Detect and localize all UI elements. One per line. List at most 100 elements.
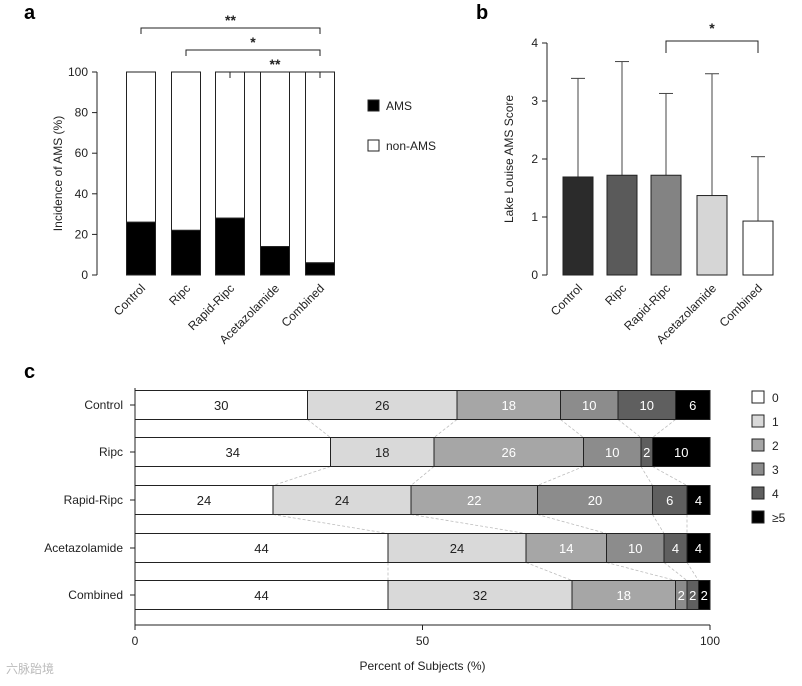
c-segment-label: 2 bbox=[678, 588, 685, 603]
c-connector-line bbox=[433, 419, 458, 438]
c-segment-label: 4 bbox=[695, 493, 702, 508]
a-bar-non-ams-ripc bbox=[171, 71, 201, 231]
c-segment-acetazolamide-2 bbox=[525, 533, 607, 563]
c-legend-swatch-0 bbox=[751, 390, 765, 404]
c-connector-line bbox=[617, 419, 642, 438]
a-y-tick-label: 100 bbox=[68, 65, 88, 79]
a-y-tick-label: 60 bbox=[75, 146, 89, 160]
c-segment-label: 26 bbox=[375, 398, 389, 413]
c-segment-acetazolamide-3 bbox=[606, 533, 665, 563]
a-legend-label-ams: AMS bbox=[386, 99, 412, 113]
b-y-tick-label: 2 bbox=[531, 152, 538, 166]
c-segment-rapid-ripc-2 bbox=[410, 485, 538, 515]
c-segment-label: 34 bbox=[226, 445, 240, 460]
panel-a-chart: 0 20 40 60 80 100 Incidence of AMS (%) Control R… bbox=[51, 12, 436, 347]
a-y-tick-label: 20 bbox=[75, 227, 89, 241]
c-segment-label: 4 bbox=[695, 541, 702, 556]
a-significance-bracket bbox=[229, 71, 321, 78]
b-x-tick-label: Ripc bbox=[602, 281, 629, 308]
b-y-tick-label: 3 bbox=[531, 94, 538, 108]
a-y-tick-label: 40 bbox=[75, 187, 89, 201]
c-legend-swatch-3 bbox=[751, 462, 765, 476]
c-segment-label: 20 bbox=[588, 493, 602, 508]
c-segment-ripc-5 bbox=[652, 437, 711, 467]
c-segment-combined-5 bbox=[698, 580, 711, 610]
c-segment-rapid-ripc-0 bbox=[134, 485, 274, 515]
c-segment-label: 24 bbox=[335, 493, 349, 508]
b-bar-ripc bbox=[606, 174, 638, 276]
c-connector-line bbox=[606, 562, 676, 581]
c-segment-ripc-2 bbox=[433, 437, 584, 467]
b-y-axis-label: Lake Louise AMS Score bbox=[502, 95, 516, 223]
c-segment-label: 4 bbox=[672, 541, 679, 556]
a-bar-non-ams-acetazolamide bbox=[260, 71, 290, 248]
c-segment-label: 10 bbox=[628, 541, 642, 556]
c-y-tick-label: Control bbox=[84, 398, 123, 412]
c-connector-line bbox=[525, 562, 573, 581]
a-bar-non-ams-combined bbox=[305, 71, 335, 264]
a-bar-ams-rapid-ripc bbox=[215, 217, 245, 276]
c-segment-acetazolamide-5 bbox=[686, 533, 711, 563]
c-x-tick-label: 50 bbox=[416, 634, 430, 648]
panel-c-label: c bbox=[24, 361, 35, 383]
c-segment-ripc-3 bbox=[583, 437, 642, 467]
c-segment-combined-1 bbox=[387, 580, 573, 610]
c-connector-line bbox=[272, 514, 389, 534]
c-segment-label: 30 bbox=[214, 398, 228, 413]
c-segment-label: 10 bbox=[640, 398, 654, 413]
c-segment-label: 26 bbox=[502, 445, 516, 460]
c-legend-label-3: 3 bbox=[772, 463, 779, 477]
c-legend-label-1: 1 bbox=[772, 415, 779, 429]
a-bar-ams-control bbox=[126, 221, 156, 276]
c-legend-swatch-5 bbox=[751, 510, 765, 524]
b-y-tick-label: 0 bbox=[531, 268, 538, 282]
panel-b-label: b bbox=[476, 2, 488, 24]
c-connector-line bbox=[307, 419, 331, 438]
c-segment-label: 22 bbox=[467, 493, 481, 508]
c-segment-label: 32 bbox=[473, 588, 487, 603]
c-legend-label-4: 4 bbox=[772, 487, 779, 501]
panel-a-label: a bbox=[24, 2, 36, 24]
c-segment-control-3 bbox=[560, 390, 619, 420]
a-bar-ams-combined bbox=[305, 262, 335, 276]
c-y-tick-label: Combined bbox=[68, 588, 123, 602]
b-significance-label: * bbox=[709, 20, 715, 36]
c-segment-label: 18 bbox=[617, 588, 631, 603]
c-y-tick-label: Rapid-Ripc bbox=[64, 493, 123, 507]
b-bar-rapid-ripc bbox=[650, 174, 682, 276]
a-x-tick-label: Ripc bbox=[166, 281, 193, 308]
c-y-tick-label: Acetazolamide bbox=[44, 541, 123, 555]
c-segment-rapid-ripc-1 bbox=[272, 485, 412, 515]
c-legend-swatch-1 bbox=[751, 414, 765, 428]
a-significance-bracket bbox=[185, 49, 321, 56]
c-segment-control-1 bbox=[307, 390, 458, 420]
b-y-tick-label: 1 bbox=[531, 210, 538, 224]
c-connector-line bbox=[537, 466, 584, 486]
c-segment-label: 2 bbox=[701, 588, 708, 603]
c-legend-swatch-4 bbox=[751, 486, 765, 500]
c-x-tick-label: 0 bbox=[132, 634, 139, 648]
a-legend-label-non-ams: non-AMS bbox=[386, 139, 436, 153]
b-bar-combined bbox=[742, 220, 774, 276]
a-y-tick-label: 0 bbox=[81, 268, 88, 282]
c-segment-label: 6 bbox=[689, 398, 696, 413]
c-segment-control-5 bbox=[675, 390, 711, 420]
c-x-tick-label: 100 bbox=[700, 634, 720, 648]
c-connector-line bbox=[652, 419, 676, 438]
c-connector-line bbox=[410, 466, 435, 486]
c-segment-label: 6 bbox=[666, 493, 673, 508]
a-y-tick-label: 80 bbox=[75, 106, 89, 120]
c-x-axis-label: Percent of Subjects (%) bbox=[359, 659, 485, 673]
c-segment-label: 18 bbox=[502, 398, 516, 413]
c-segment-control-2 bbox=[456, 390, 561, 420]
c-connector-line bbox=[537, 514, 607, 534]
a-bar-non-ams-control bbox=[126, 71, 156, 223]
a-significance-bracket bbox=[140, 27, 321, 34]
c-connector-line bbox=[663, 562, 688, 581]
a-significance-label: ** bbox=[270, 56, 281, 72]
c-segment-rapid-ripc-5 bbox=[686, 485, 711, 515]
a-x-tick-label: Combined bbox=[279, 281, 328, 330]
a-bar-ams-acetazolamide bbox=[260, 246, 290, 276]
